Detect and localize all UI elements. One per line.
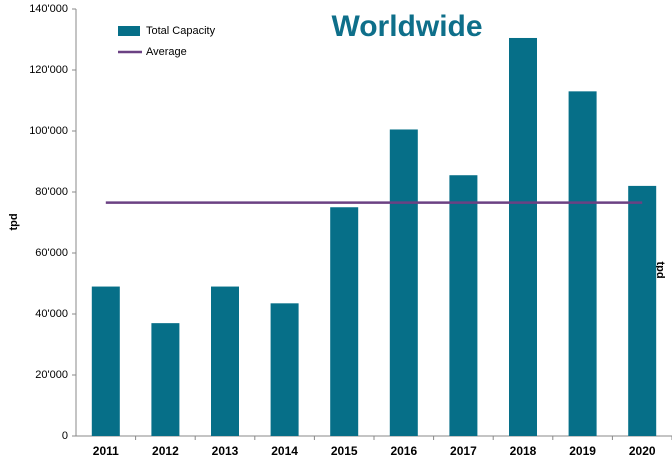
- x-tick-label: 2019: [569, 444, 596, 458]
- bar: [628, 185, 657, 436]
- x-tick-label: 2012: [152, 444, 179, 458]
- y-tick-label: 40'000: [35, 308, 68, 320]
- y-tick-label: 140'000: [29, 3, 68, 15]
- bar: [151, 323, 180, 436]
- bar: [211, 286, 239, 436]
- x-tick-label: 2013: [212, 444, 239, 458]
- x-tick-label: 2018: [510, 444, 537, 458]
- x-tick-label: 2015: [331, 444, 358, 458]
- x-tick-label: 2020: [629, 444, 656, 458]
- bar: [389, 129, 418, 436]
- chart-title: Worldwide: [331, 10, 482, 43]
- legend-label: Average: [146, 46, 187, 58]
- bar: [330, 207, 359, 436]
- x-tick-label: 2016: [390, 444, 417, 458]
- y-tick-label: 20'000: [35, 369, 68, 381]
- legend-swatch: [118, 26, 140, 36]
- y-tick-label: 0: [62, 430, 68, 442]
- x-tick-label: 2017: [450, 444, 477, 458]
- x-tick-label: 2011: [93, 444, 119, 458]
- y-axis-label: tpd: [8, 213, 20, 230]
- bar: [509, 37, 537, 436]
- bar: [91, 286, 120, 436]
- legend-label: Total Capacity: [146, 25, 216, 37]
- y-tick-label: 120'000: [29, 64, 68, 76]
- bar: [568, 91, 597, 436]
- y-tick-label: 100'000: [29, 125, 68, 137]
- bar: [449, 175, 478, 436]
- y-tick-label: 60'000: [35, 247, 68, 259]
- x-tick-label: 2014: [271, 444, 298, 458]
- y-tick-label: 80'000: [35, 186, 68, 198]
- bar: [270, 303, 299, 436]
- y2-axis-label: tpd: [654, 261, 666, 278]
